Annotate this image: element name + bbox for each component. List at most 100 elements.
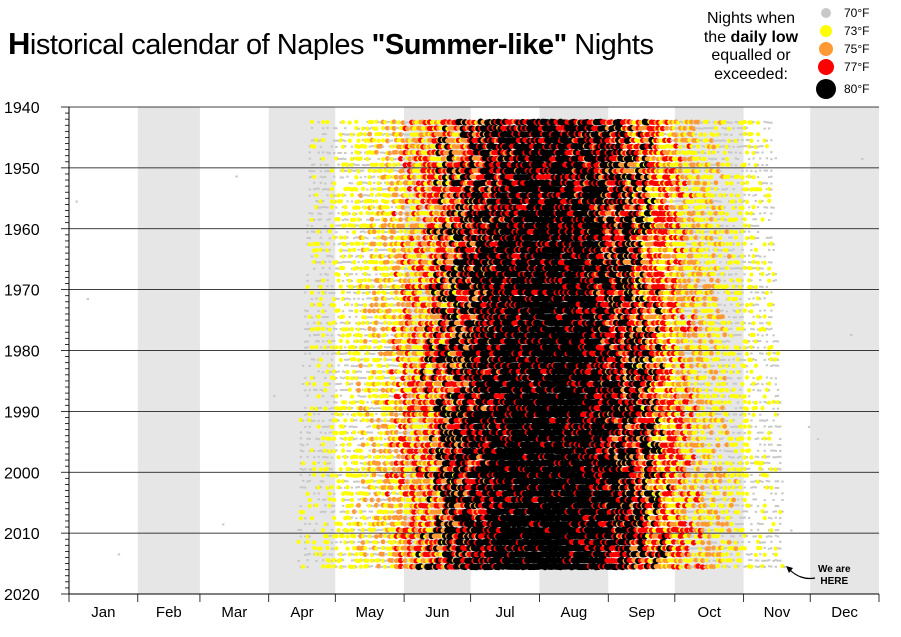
- dot-70f: [763, 181, 766, 184]
- dot-70f: [339, 158, 343, 161]
- dot-70f: [361, 194, 365, 197]
- dot-70f: [739, 151, 742, 154]
- dot-70f: [703, 231, 706, 234]
- dot-70f: [734, 151, 738, 154]
- dot-70f: [350, 169, 354, 172]
- dot-70f: [774, 279, 778, 282]
- dot-70f: [308, 151, 311, 154]
- dot-70f: [741, 169, 744, 172]
- dot-70f: [341, 249, 345, 252]
- dot-70f: [685, 242, 689, 245]
- dot-75f: [702, 181, 708, 186]
- dot-73f: [767, 278, 772, 283]
- dot-70f: [701, 121, 704, 124]
- dot-73f: [751, 175, 756, 180]
- dot-70f: [725, 225, 729, 228]
- dot-73f: [356, 205, 361, 210]
- dot-70f: [765, 206, 769, 209]
- dot-70f: [335, 236, 338, 239]
- dot-70f: [419, 218, 422, 221]
- dot-70f: [734, 206, 738, 209]
- dot-70f: [386, 120, 389, 123]
- dot-70f: [344, 158, 347, 161]
- dot-70f: [395, 121, 398, 124]
- dot-70f: [326, 188, 329, 191]
- dot-70f: [326, 254, 329, 257]
- dot-70f: [710, 163, 713, 166]
- dot-70f: [716, 188, 720, 191]
- dot-73f: [358, 156, 363, 161]
- dot-70f: [317, 261, 320, 264]
- dot-73f: [363, 278, 368, 283]
- dot-70f: [708, 127, 711, 130]
- dot-70f: [688, 188, 691, 191]
- dot-70f: [355, 255, 358, 258]
- dot-70f: [344, 194, 347, 197]
- dot-73f: [378, 168, 383, 173]
- dot-73f: [724, 156, 730, 162]
- dot-70f: [350, 145, 354, 148]
- dot-70f: [352, 163, 356, 166]
- dot-70f: [723, 206, 726, 209]
- dot-70f: [741, 139, 744, 142]
- dot-70f: [770, 182, 773, 185]
- dot-70f: [763, 127, 766, 130]
- dot-70f: [310, 170, 314, 173]
- dot-70f: [321, 200, 325, 203]
- dot-73f: [354, 175, 359, 180]
- dot-75f: [711, 144, 717, 150]
- dot-70f: [348, 260, 351, 263]
- dot-70f: [743, 230, 746, 233]
- dot-70f: [404, 267, 407, 270]
- dot-70f: [388, 120, 391, 123]
- dot-73f: [720, 162, 725, 167]
- dot-70f: [364, 242, 367, 245]
- dot-70f: [747, 193, 751, 196]
- dot-70f: [756, 230, 760, 233]
- dot-70f: [716, 218, 720, 221]
- dot-70f: [696, 127, 700, 130]
- dot-70f: [328, 260, 331, 263]
- dot-70f: [306, 279, 309, 282]
- dot-73f: [329, 205, 335, 210]
- dot-70f: [699, 121, 702, 124]
- dot-70f: [750, 224, 753, 227]
- dot-70f: [392, 158, 396, 161]
- dot-70f: [392, 261, 396, 264]
- dot-73f: [358, 211, 363, 216]
- dot-70f: [395, 212, 398, 215]
- dot-70f: [750, 249, 753, 252]
- dot-70f: [319, 218, 323, 221]
- dot-70f: [350, 254, 354, 257]
- dot-70f: [346, 133, 349, 136]
- dot-70f: [319, 242, 323, 245]
- dot-70f: [730, 236, 733, 239]
- dot-73f: [376, 229, 381, 234]
- dot-70f: [379, 248, 382, 251]
- dot-70f: [366, 237, 369, 240]
- dot-73f: [735, 260, 741, 265]
- dot-70f: [723, 133, 726, 136]
- dot-73f: [744, 150, 750, 155]
- dot-70f: [319, 163, 323, 166]
- dot-70f: [326, 285, 329, 288]
- dot-70f: [401, 218, 405, 221]
- dot-70f: [734, 157, 738, 160]
- dot-70f: [772, 243, 775, 246]
- dot-73f: [352, 260, 357, 265]
- dot-70f: [310, 225, 314, 228]
- dot-73f: [713, 126, 718, 131]
- dot-70f: [335, 206, 338, 209]
- dot-70f: [721, 157, 724, 160]
- dot-70f: [750, 170, 753, 173]
- dot-73f: [367, 181, 372, 186]
- dot-75f: [713, 180, 719, 186]
- dot-70f: [756, 151, 760, 154]
- dot-70f: [419, 237, 422, 240]
- dot-73f: [718, 235, 723, 241]
- dot-70f: [346, 242, 349, 245]
- dot-70f: [674, 127, 678, 130]
- dot-70f: [346, 175, 349, 178]
- dot-73f: [385, 205, 390, 210]
- dot-73f: [349, 241, 355, 246]
